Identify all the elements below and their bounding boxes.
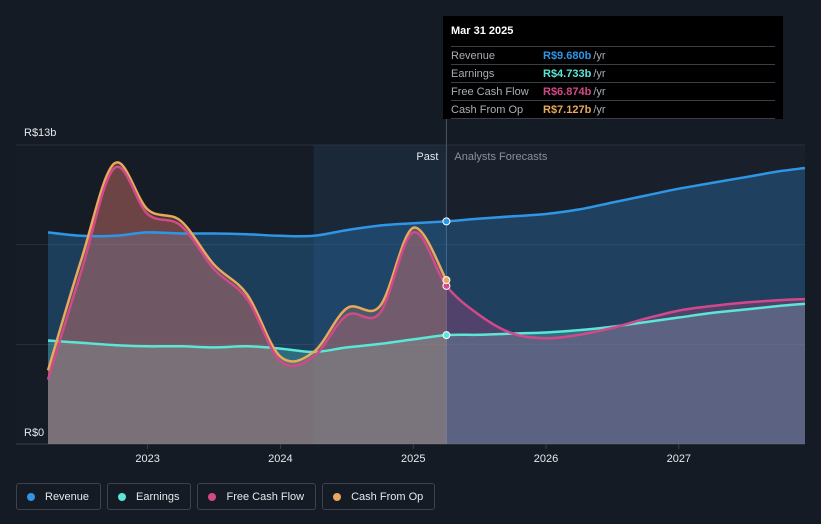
marker-revenue xyxy=(442,217,451,226)
area-revenue xyxy=(48,168,805,444)
tooltip-row-free-cash-flow: Free Cash Flow R$6.874b /yr xyxy=(451,82,775,100)
x-tick-label: 2024 xyxy=(268,453,292,465)
legend-item-earnings[interactable]: Earnings xyxy=(107,483,192,510)
line-cash-from-op xyxy=(46,161,448,371)
x-tick-label: 2023 xyxy=(135,453,159,465)
tooltip-row-cash-from-op: Cash From Op R$7.127b /yr xyxy=(451,100,775,119)
legend-dot-icon xyxy=(27,492,35,501)
tooltip-unit: /yr xyxy=(593,67,606,80)
legend-dot-icon xyxy=(118,492,127,501)
tooltip-row-revenue: Revenue R$9.680b /yr xyxy=(451,46,775,64)
tooltip-label: Earnings xyxy=(451,67,495,80)
legend-dot-icon xyxy=(333,492,342,501)
x-tick-label: 2025 xyxy=(401,453,425,465)
marker-cash-from-op xyxy=(442,276,451,285)
tooltip: Mar 31 2025 Revenue R$9.680b /yr Earning… xyxy=(443,16,783,119)
tooltip-row-earnings: Earnings R$4.733b /yr xyxy=(451,64,775,82)
legend: Revenue Earnings Free Cash Flow Cash Fro… xyxy=(16,483,436,510)
past-highlight-background xyxy=(313,145,447,444)
line-free-cash-flow xyxy=(46,165,806,380)
legend-item-free-cash-flow[interactable]: Free Cash Flow xyxy=(197,483,317,510)
forecast-background xyxy=(446,145,805,444)
legend-dot-icon xyxy=(208,492,217,501)
area-earnings xyxy=(48,303,805,444)
y-tick-label: R$13b xyxy=(24,127,56,139)
tooltip-value: R$7.127b xyxy=(543,103,592,116)
tooltip-rows: Revenue R$9.680b /yr Earnings R$4.733b /… xyxy=(451,46,775,119)
legend-label: Cash From Op xyxy=(351,490,424,503)
legend-item-revenue[interactable]: Revenue xyxy=(16,483,102,510)
line-revenue xyxy=(47,166,806,238)
past-label: Past xyxy=(416,151,438,163)
tooltip-label: Cash From Op xyxy=(451,103,524,116)
history-background xyxy=(16,145,314,444)
y-tick-label: R$0 xyxy=(24,427,44,439)
tooltip-value: R$4.733b xyxy=(543,67,592,80)
tooltip-unit: /yr xyxy=(593,49,606,62)
legend-label: Free Cash Flow xyxy=(226,490,305,503)
tooltip-label: Free Cash Flow xyxy=(451,85,529,98)
line-earnings xyxy=(47,302,806,354)
x-tick-label: 2026 xyxy=(534,453,558,465)
tooltip-value: R$9.680b xyxy=(543,49,592,62)
tooltip-date: Mar 31 2025 xyxy=(451,25,514,37)
x-tick-label: 2027 xyxy=(667,453,691,465)
area-free-cash-flow xyxy=(48,166,805,445)
tooltip-value: R$6.874b xyxy=(543,85,592,98)
tooltip-unit: /yr xyxy=(593,103,606,116)
tooltip-unit: /yr xyxy=(593,85,606,98)
legend-label: Earnings xyxy=(136,490,180,503)
tooltip-label: Revenue xyxy=(451,49,496,62)
forecast-label: Analysts Forecasts xyxy=(454,151,547,163)
legend-item-cash-from-op[interactable]: Cash From Op xyxy=(322,483,436,510)
legend-label: Revenue xyxy=(45,490,90,503)
marker-earnings xyxy=(442,331,451,340)
